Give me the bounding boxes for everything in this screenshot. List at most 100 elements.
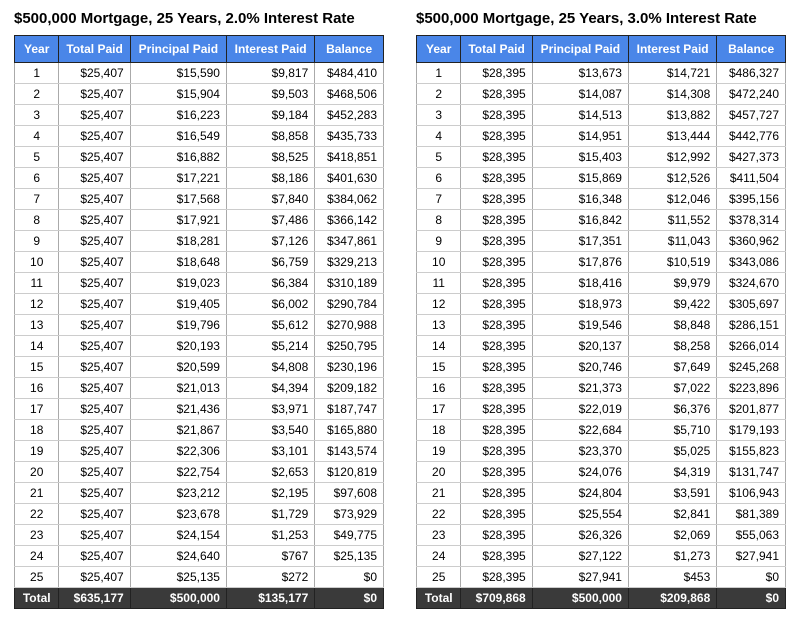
cell-value: $12,526 bbox=[628, 168, 716, 189]
cell-value: $26,326 bbox=[532, 525, 628, 546]
cell-year: 6 bbox=[15, 168, 59, 189]
cell-value: $7,649 bbox=[628, 357, 716, 378]
cell-value: $305,697 bbox=[717, 294, 786, 315]
cell-value: $452,283 bbox=[315, 105, 384, 126]
cell-year: 2 bbox=[417, 84, 461, 105]
cell-value: $21,013 bbox=[130, 378, 226, 399]
table-row: 23$25,407$24,154$1,253$49,775 bbox=[15, 525, 384, 546]
cell-value: $6,376 bbox=[628, 399, 716, 420]
cell-year: 22 bbox=[417, 504, 461, 525]
cell-value: $49,775 bbox=[315, 525, 384, 546]
cell-value: $25,407 bbox=[59, 294, 130, 315]
cell-value: $6,759 bbox=[226, 252, 314, 273]
table-row: 25$28,395$27,941$453$0 bbox=[417, 567, 786, 588]
table-row: 5$28,395$15,403$12,992$427,373 bbox=[417, 147, 786, 168]
cell-value: $11,552 bbox=[628, 210, 716, 231]
table-row: 10$25,407$18,648$6,759$329,213 bbox=[15, 252, 384, 273]
header-row: Year Total Paid Principal Paid Interest … bbox=[417, 36, 786, 63]
cell-value: $25,407 bbox=[59, 483, 130, 504]
cell-year: 2 bbox=[15, 84, 59, 105]
cell-value: $28,395 bbox=[461, 357, 532, 378]
total-row: Total$635,177$500,000$135,177$0 bbox=[15, 588, 384, 609]
cell-value: $28,395 bbox=[461, 126, 532, 147]
cell-value: $14,721 bbox=[628, 63, 716, 84]
cell-year: 23 bbox=[15, 525, 59, 546]
cell-value: $18,281 bbox=[130, 231, 226, 252]
cell-year: 1 bbox=[15, 63, 59, 84]
cell-value: $106,943 bbox=[717, 483, 786, 504]
cell-value: $4,808 bbox=[226, 357, 314, 378]
cell-value: $179,193 bbox=[717, 420, 786, 441]
table-row: 4$25,407$16,549$8,858$435,733 bbox=[15, 126, 384, 147]
col-total-paid: Total Paid bbox=[461, 36, 532, 63]
cell-value: $310,189 bbox=[315, 273, 384, 294]
cell-value: $411,504 bbox=[717, 168, 786, 189]
table-row: 9$25,407$18,281$7,126$347,861 bbox=[15, 231, 384, 252]
table-row: 18$25,407$21,867$3,540$165,880 bbox=[15, 420, 384, 441]
cell-year: 15 bbox=[417, 357, 461, 378]
cell-value: $6,384 bbox=[226, 273, 314, 294]
cell-value: $9,817 bbox=[226, 63, 314, 84]
cell-value: $25,407 bbox=[59, 336, 130, 357]
cell-value: $15,403 bbox=[532, 147, 628, 168]
col-principal-paid: Principal Paid bbox=[130, 36, 226, 63]
cell-value: $2,653 bbox=[226, 462, 314, 483]
cell-value: $25,407 bbox=[59, 252, 130, 273]
cell-value: $27,941 bbox=[532, 567, 628, 588]
cell-value: $8,186 bbox=[226, 168, 314, 189]
cell-value: $270,988 bbox=[315, 315, 384, 336]
table-row: 13$28,395$19,546$8,848$286,151 bbox=[417, 315, 786, 336]
cell-value: $55,063 bbox=[717, 525, 786, 546]
cell-year: 11 bbox=[15, 273, 59, 294]
cell-value: $286,151 bbox=[717, 315, 786, 336]
cell-year: 20 bbox=[417, 462, 461, 483]
cell-value: $8,848 bbox=[628, 315, 716, 336]
cell-value: $28,395 bbox=[461, 147, 532, 168]
cell-value: $28,395 bbox=[461, 483, 532, 504]
cell-value: $8,525 bbox=[226, 147, 314, 168]
cell-value: $131,747 bbox=[717, 462, 786, 483]
cell-value: $16,348 bbox=[532, 189, 628, 210]
cell-value: $28,395 bbox=[461, 462, 532, 483]
cell-value: $767 bbox=[226, 546, 314, 567]
cell-value: $28,395 bbox=[461, 63, 532, 84]
cell-value: $25,554 bbox=[532, 504, 628, 525]
cell-value: $3,101 bbox=[226, 441, 314, 462]
cell-value: $25,407 bbox=[59, 273, 130, 294]
cell-value: $16,223 bbox=[130, 105, 226, 126]
cell-value: $9,422 bbox=[628, 294, 716, 315]
cell-year: 18 bbox=[15, 420, 59, 441]
cell-value: $5,710 bbox=[628, 420, 716, 441]
cell-value: $10,519 bbox=[628, 252, 716, 273]
cell-value: $28,395 bbox=[461, 168, 532, 189]
cell-value: $484,410 bbox=[315, 63, 384, 84]
cell-value: $2,069 bbox=[628, 525, 716, 546]
cell-value: $28,395 bbox=[461, 399, 532, 420]
cell-year: 12 bbox=[15, 294, 59, 315]
cell-value: $1,253 bbox=[226, 525, 314, 546]
cell-value: $24,804 bbox=[532, 483, 628, 504]
cell-value: $401,630 bbox=[315, 168, 384, 189]
cell-value: $20,193 bbox=[130, 336, 226, 357]
cell-year: 3 bbox=[417, 105, 461, 126]
cell-value: $15,869 bbox=[532, 168, 628, 189]
cell-year: 4 bbox=[417, 126, 461, 147]
cell-year: 21 bbox=[417, 483, 461, 504]
cell-value: $2,841 bbox=[628, 504, 716, 525]
cell-value: $28,395 bbox=[461, 315, 532, 336]
cell-value: $97,608 bbox=[315, 483, 384, 504]
cell-value: $11,043 bbox=[628, 231, 716, 252]
cell-year: 20 bbox=[15, 462, 59, 483]
cell-value: $19,023 bbox=[130, 273, 226, 294]
cell-total-value: $635,177 bbox=[59, 588, 130, 609]
table-row: 24$25,407$24,640$767$25,135 bbox=[15, 546, 384, 567]
table-row: 5$25,407$16,882$8,525$418,851 bbox=[15, 147, 384, 168]
table-row: 17$28,395$22,019$6,376$201,877 bbox=[417, 399, 786, 420]
cell-year: 19 bbox=[417, 441, 461, 462]
cell-value: $28,395 bbox=[461, 105, 532, 126]
cell-value: $5,612 bbox=[226, 315, 314, 336]
cell-value: $25,135 bbox=[315, 546, 384, 567]
cell-value: $28,395 bbox=[461, 420, 532, 441]
cell-value: $23,678 bbox=[130, 504, 226, 525]
table-row: 2$28,395$14,087$14,308$472,240 bbox=[417, 84, 786, 105]
